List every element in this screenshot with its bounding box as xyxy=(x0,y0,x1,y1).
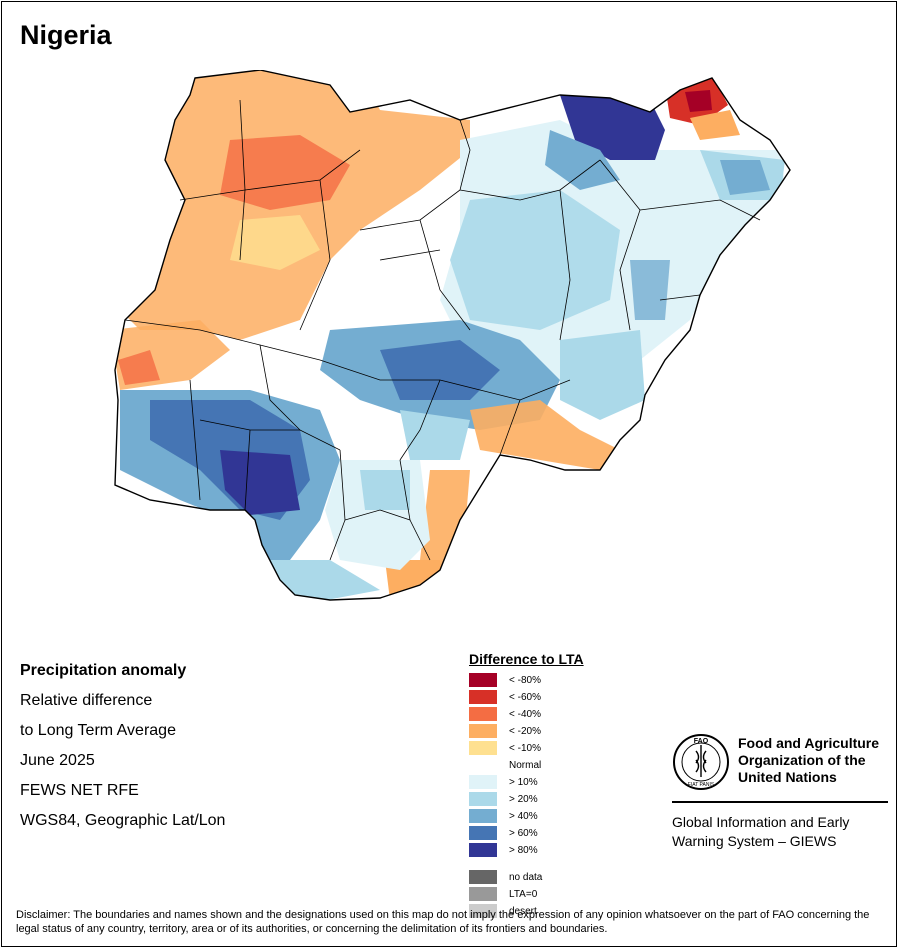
info-line1: Relative difference xyxy=(20,692,153,709)
legend-swatch xyxy=(469,843,497,857)
fao-name-line1: Food and Agriculture xyxy=(738,735,880,751)
legend-label: < -10% xyxy=(509,742,541,754)
info-source: FEWS NET RFE xyxy=(20,782,139,799)
legend-swatch xyxy=(469,673,497,687)
fao-logo-motto: FIAT PANIS xyxy=(688,782,715,788)
nigeria-anomaly-map xyxy=(114,70,791,601)
disclaimer: Disclaimer: The boundaries and names sho… xyxy=(16,909,870,935)
info-projection: WGS84, Geographic Lat/Lon xyxy=(20,812,226,829)
legend-swatch xyxy=(469,826,497,840)
legend-swatch xyxy=(469,775,497,789)
legend-swatch xyxy=(469,887,497,901)
legend-title: Difference to LTA xyxy=(469,651,584,667)
country-outline xyxy=(114,70,791,601)
info-line2: to Long Term Average xyxy=(20,722,176,739)
fao-organization-name: Food and Agriculture Organization of the… xyxy=(738,735,898,786)
map-title: Nigeria xyxy=(20,20,112,50)
legend: Difference to LTA < -80% < -60% < -40% < -2… xyxy=(469,651,584,931)
state-boundaries xyxy=(124,99,761,561)
legend-label: Normal xyxy=(509,759,542,771)
legend-item: > 80% xyxy=(469,843,538,857)
anomaly-raster xyxy=(115,70,790,600)
legend-item: < -40% xyxy=(469,707,541,721)
legend-label: desert xyxy=(509,905,537,917)
fao-logo-text: FAO xyxy=(694,738,709,745)
legend-item: > 20% xyxy=(469,792,538,806)
legend-swatch xyxy=(469,690,497,704)
fao-name-line3: United Nations xyxy=(738,769,837,785)
legend-item: > 60% xyxy=(469,826,538,840)
info-heading: Precipitation anomaly xyxy=(20,662,187,679)
legend-swatch xyxy=(469,758,497,772)
legend-label: > 40% xyxy=(509,810,538,822)
legend-item: < -80% xyxy=(469,673,541,687)
legend-label: > 60% xyxy=(509,827,538,839)
legend-label: > 80% xyxy=(509,844,538,856)
giews-text: Global Information and Early Warning Sys… xyxy=(672,813,892,851)
legend-item: > 40% xyxy=(469,809,538,823)
legend-item: desert xyxy=(469,904,537,918)
giews-line1: Global Information and Early xyxy=(672,814,850,830)
giews-line2: Warning System – GIEWS xyxy=(672,833,837,849)
legend-label: > 10% xyxy=(509,776,538,788)
legend-item: < -60% xyxy=(469,690,541,704)
legend-swatch xyxy=(469,792,497,806)
fao-name-line2: Organization of the xyxy=(738,752,866,768)
legend-item: Normal xyxy=(469,758,541,772)
legend-item: < -20% xyxy=(469,724,541,738)
legend-item: > 10% xyxy=(469,775,538,789)
info-period: June 2025 xyxy=(20,752,95,769)
legend-label: < -80% xyxy=(509,674,541,686)
legend-item: LTA=0 xyxy=(469,887,537,901)
legend-label: < -40% xyxy=(509,708,541,720)
fao-logo-icon: FAO FIAT PANIS xyxy=(673,734,729,790)
legend-label: LTA=0 xyxy=(509,888,538,900)
map-info-block: Precipitation anomaly Relative differenc… xyxy=(20,656,225,836)
legend-label: < -60% xyxy=(509,691,541,703)
legend-label: > 20% xyxy=(509,793,538,805)
legend-swatch xyxy=(469,741,497,755)
legend-swatch xyxy=(469,809,497,823)
legend-swatch xyxy=(469,904,497,918)
legend-swatch xyxy=(469,707,497,721)
legend-item: < -10% xyxy=(469,741,541,755)
legend-swatch xyxy=(469,870,497,884)
legend-label: no data xyxy=(509,871,543,883)
legend-swatch xyxy=(469,724,497,738)
legend-item: no data xyxy=(469,870,542,884)
fao-divider xyxy=(672,801,888,803)
legend-label: < -20% xyxy=(509,725,541,737)
